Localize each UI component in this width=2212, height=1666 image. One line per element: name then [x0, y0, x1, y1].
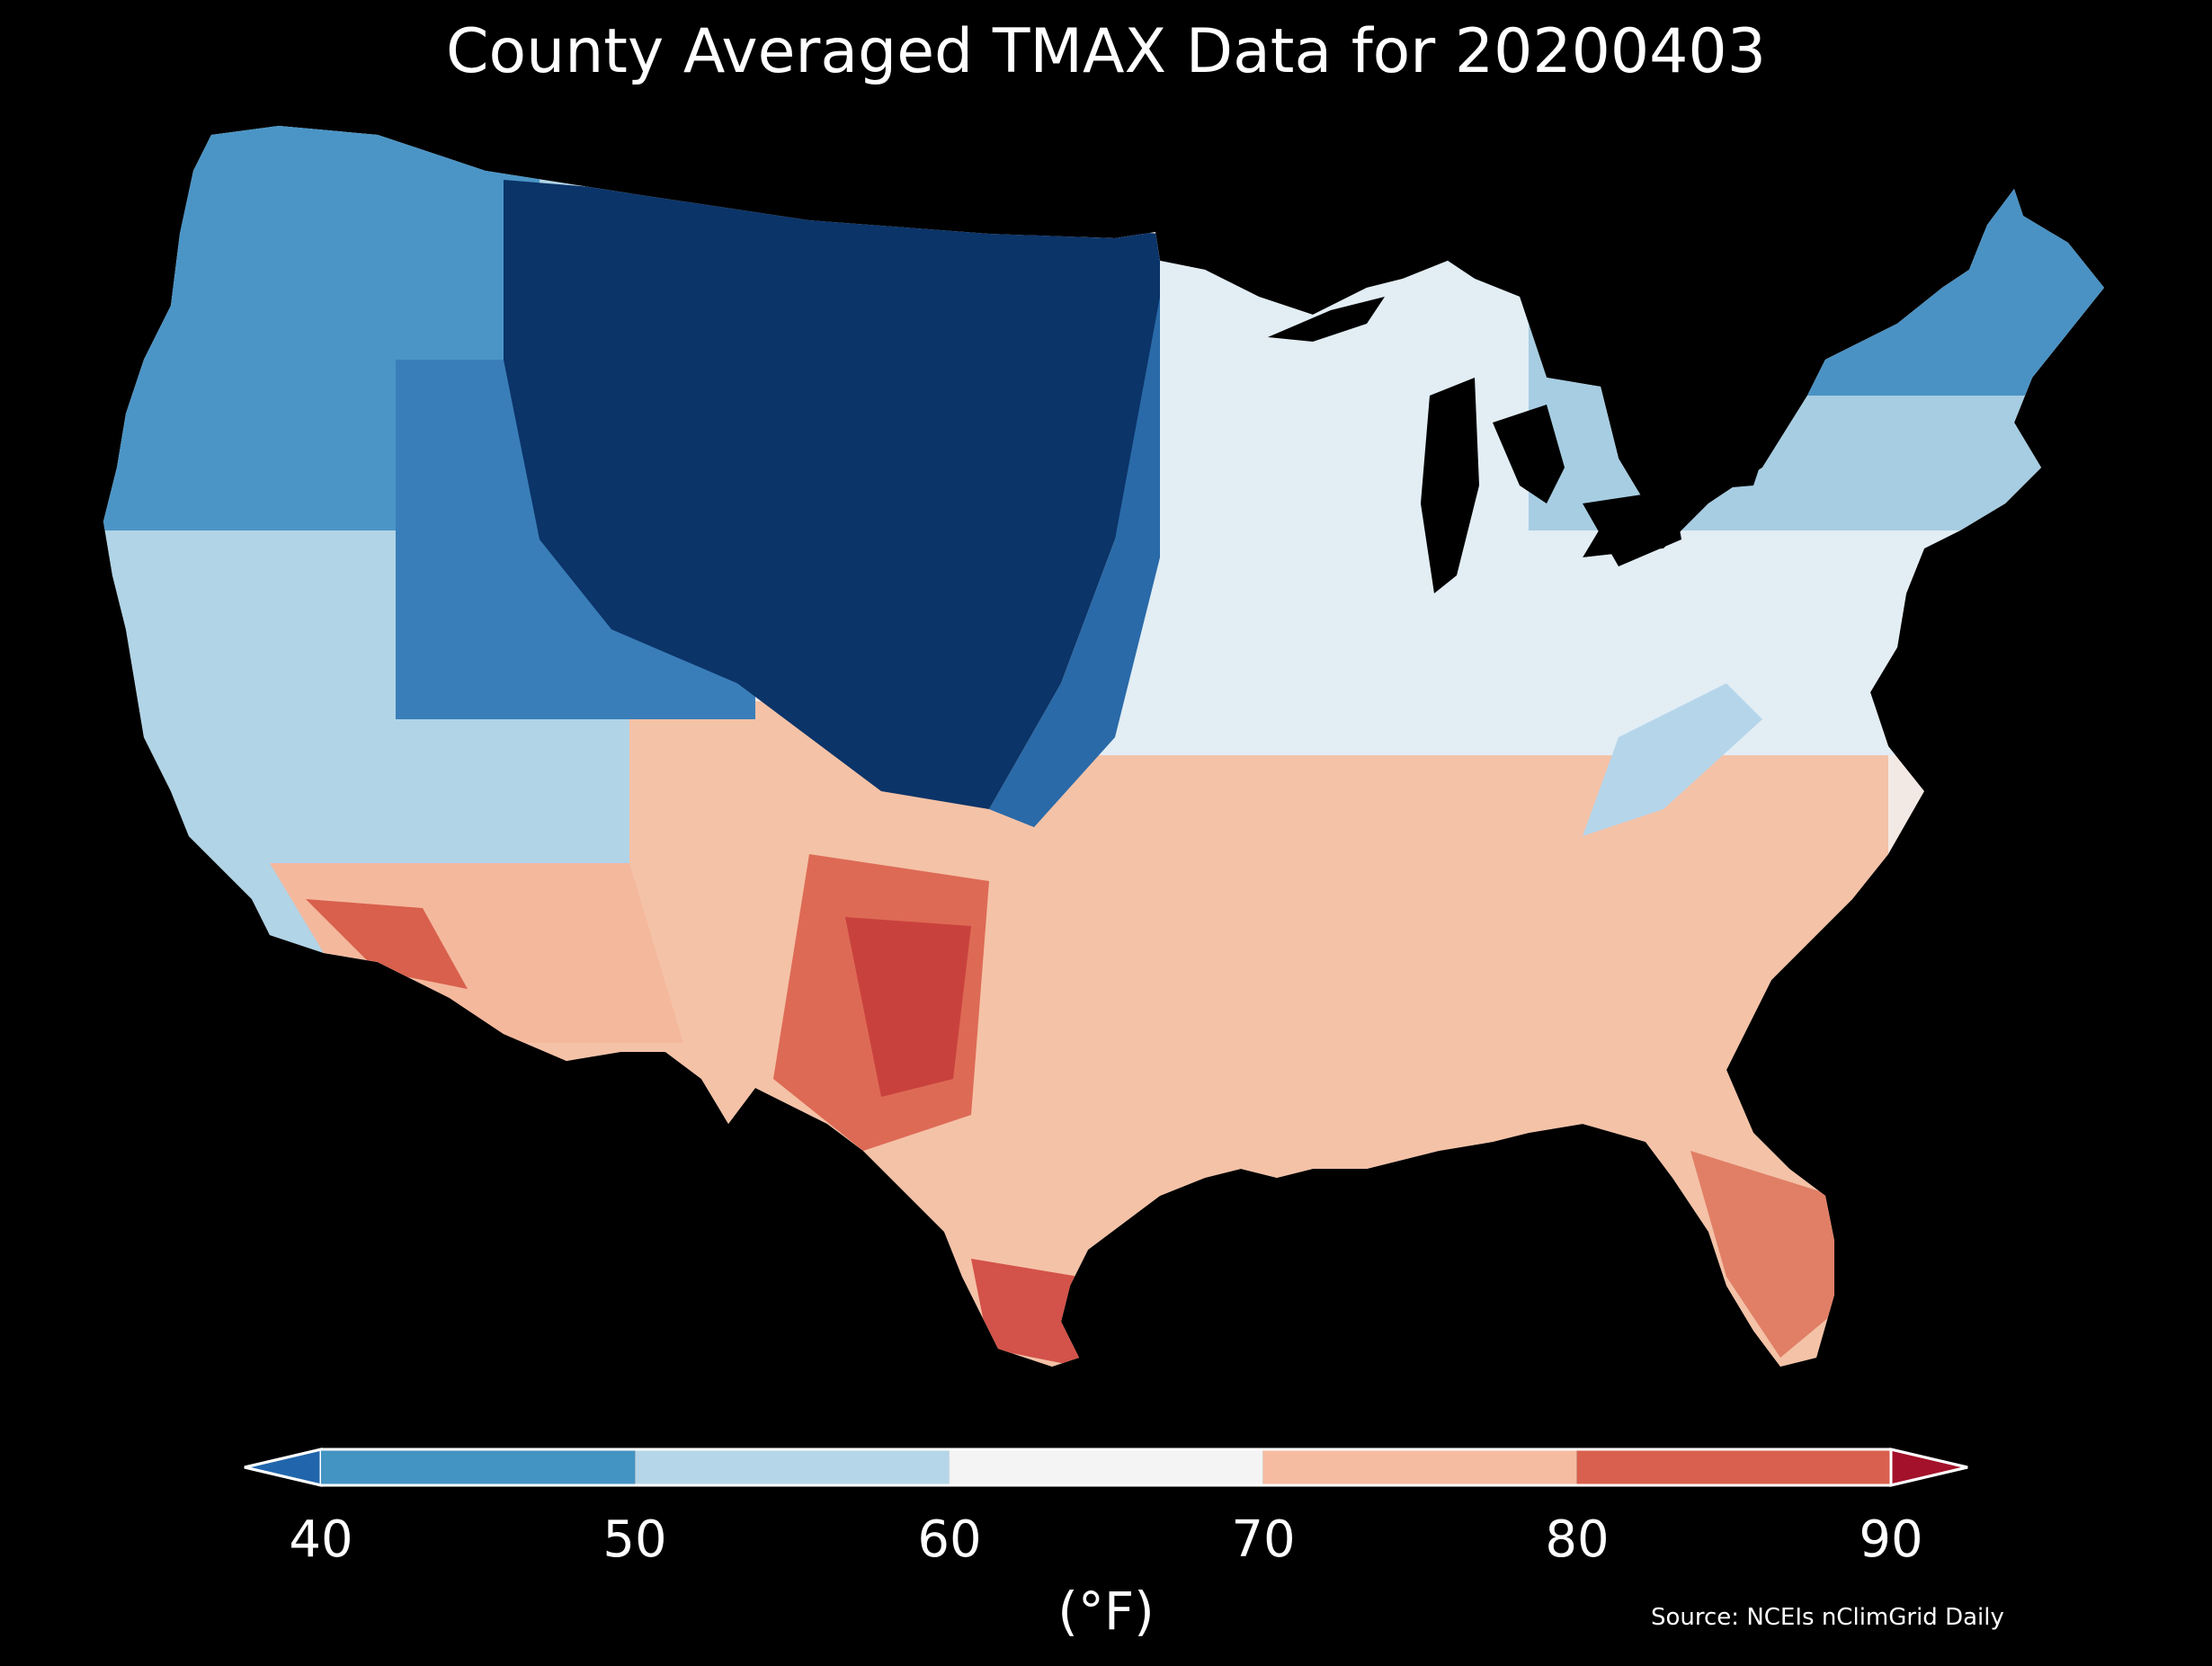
colorbar-bin: [635, 1449, 950, 1485]
colorbar-bin: [1262, 1449, 1577, 1485]
colorbar-tick: 90: [1859, 1510, 1923, 1569]
colorbar-bin: [321, 1449, 636, 1485]
colorbar-tick: 40: [289, 1510, 353, 1569]
colorbar-bin: [1576, 1449, 1891, 1485]
colorbar-outline: [244, 1448, 1968, 1487]
colorbar-unit-label: (°F): [1057, 1581, 1155, 1642]
colorbar-extend-low: [244, 1448, 323, 1487]
colorbar-bin: [949, 1449, 1263, 1485]
colorbar-tick: 80: [1545, 1510, 1610, 1569]
colorbar-tick: 50: [602, 1510, 667, 1569]
map-title: County Averaged TMAX Data for 20200403: [446, 16, 1766, 87]
colorbar-tick: 60: [917, 1510, 982, 1569]
colorbar-tick: 70: [1231, 1510, 1296, 1569]
source-credit: Source: NCEIs nClimGrid Daily: [1651, 1604, 2004, 1631]
colorbar-extend-high: [1889, 1448, 1968, 1487]
great-lakes: [1268, 297, 1762, 593]
